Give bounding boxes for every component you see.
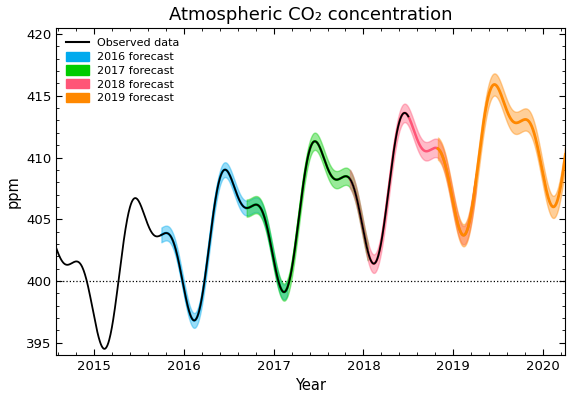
Title: Atmospheric CO₂ concentration: Atmospheric CO₂ concentration: [169, 6, 453, 24]
X-axis label: Year: Year: [295, 378, 327, 393]
Legend: Observed data, 2016 forecast, 2017 forecast, 2018 forecast, 2019 forecast: Observed data, 2016 forecast, 2017 forec…: [62, 34, 184, 108]
Y-axis label: ppm: ppm: [6, 175, 21, 208]
